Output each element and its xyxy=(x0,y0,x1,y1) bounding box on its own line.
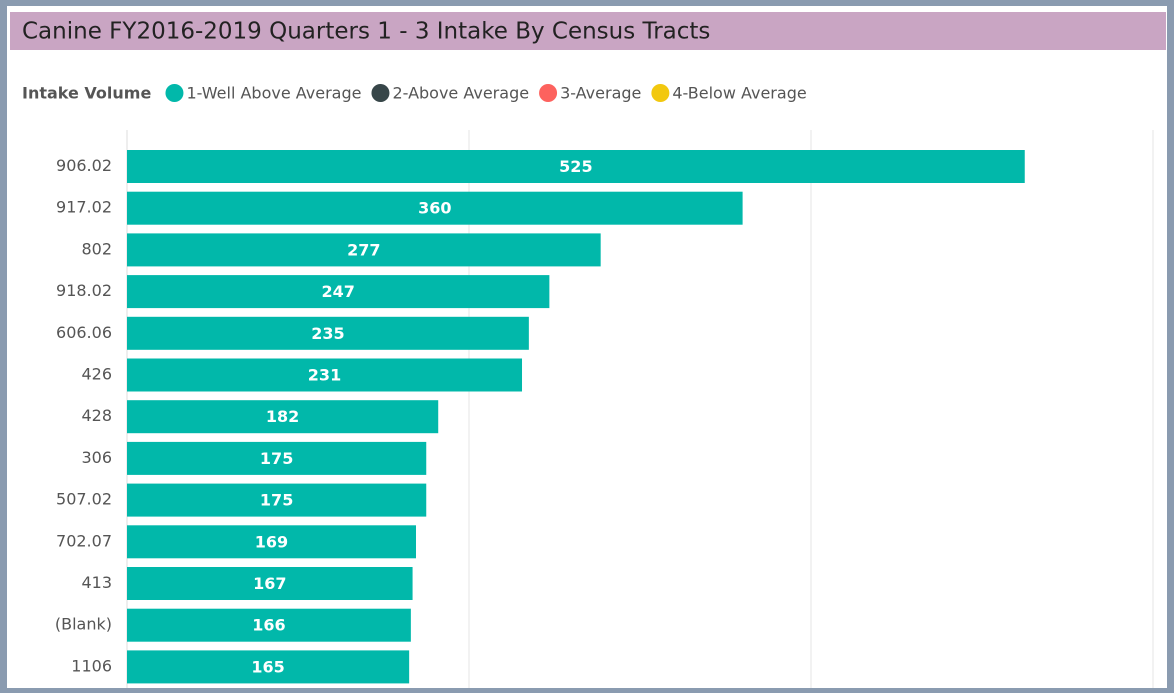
legend-title: Intake Volume xyxy=(22,84,151,103)
data-label: 166 xyxy=(252,616,285,635)
data-label: 182 xyxy=(266,407,299,426)
bar xyxy=(127,567,413,600)
data-label: 247 xyxy=(321,282,354,301)
bar xyxy=(127,441,427,475)
data-label: 525 xyxy=(559,157,592,176)
bar xyxy=(127,608,411,642)
bar xyxy=(127,150,1025,183)
y-tick-label: 906.02 xyxy=(56,156,112,175)
y-tick-label: 428 xyxy=(81,406,112,425)
data-label: 165 xyxy=(251,657,284,676)
bar xyxy=(127,275,550,309)
legend-swatch xyxy=(165,84,184,102)
y-tick-label: 507.02 xyxy=(56,490,112,509)
legend-swatch xyxy=(371,84,390,102)
bar xyxy=(127,650,410,684)
bar xyxy=(127,233,601,267)
data-label: 360 xyxy=(418,199,451,218)
data-label: 235 xyxy=(311,324,344,343)
bar xyxy=(127,525,416,559)
legend-label: 2-Above Average xyxy=(392,84,529,103)
data-label: 277 xyxy=(347,240,380,259)
bar xyxy=(127,358,523,392)
bar xyxy=(127,483,427,517)
data-label: 175 xyxy=(260,491,293,510)
legend-swatch xyxy=(539,84,558,102)
y-tick-label: 426 xyxy=(81,365,112,384)
y-tick-label: 918.02 xyxy=(56,281,112,300)
chart-title: Canine FY2016-2019 Quarters 1 - 3 Intake… xyxy=(22,19,710,45)
data-label: 175 xyxy=(260,449,293,468)
data-label: 167 xyxy=(253,574,286,593)
legend-label: 3-Average xyxy=(560,84,641,103)
y-tick-label: 1106 xyxy=(71,656,112,675)
y-tick-label: 917.02 xyxy=(56,198,112,217)
y-tick-label: (Blank) xyxy=(55,615,112,634)
y-tick-label: 802 xyxy=(81,239,112,258)
bar xyxy=(127,191,743,225)
legend-label: 1-Well Above Average xyxy=(186,84,361,103)
title-bar xyxy=(10,12,1166,50)
y-tick-label: 413 xyxy=(81,573,112,592)
y-tick-label: 306 xyxy=(81,448,112,467)
data-label: 231 xyxy=(308,366,341,385)
y-tick-label: 606.06 xyxy=(56,323,112,342)
data-label: 169 xyxy=(255,532,288,551)
legend-label: 4-Below Average xyxy=(672,84,806,103)
y-tick-label: 702.07 xyxy=(56,531,112,550)
bar xyxy=(127,316,529,350)
legend-swatch xyxy=(651,84,670,102)
bar xyxy=(127,400,439,434)
